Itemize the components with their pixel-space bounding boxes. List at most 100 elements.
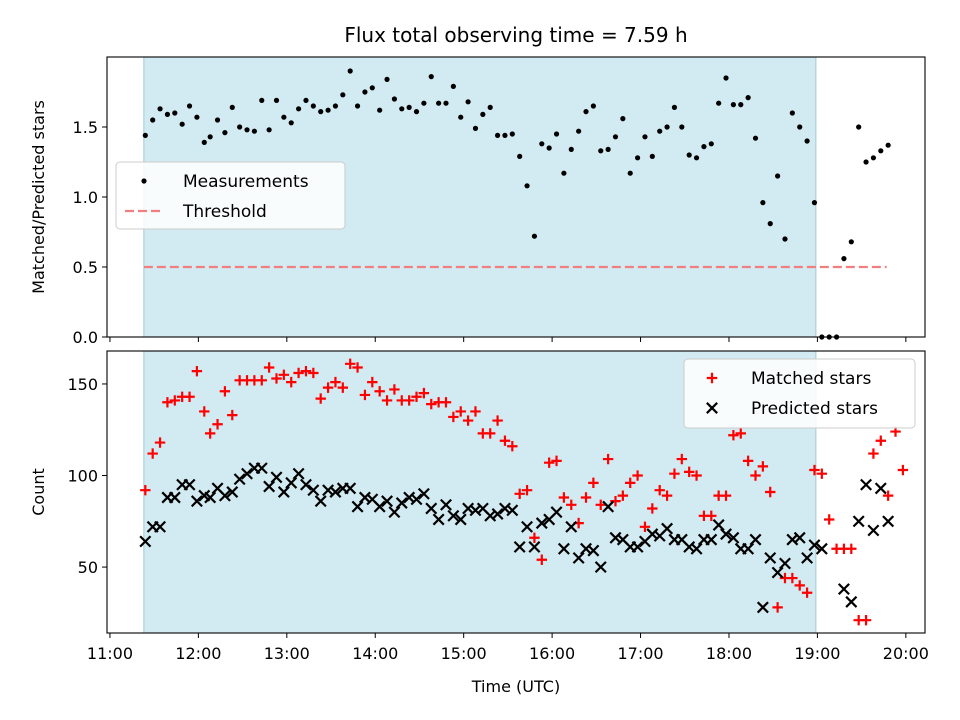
data-point — [598, 148, 604, 154]
data-point — [432, 513, 445, 526]
data-point — [352, 362, 363, 373]
x-tick-label: 15:00 — [441, 644, 487, 663]
data-point — [318, 109, 324, 115]
data-point — [885, 142, 891, 148]
data-point — [557, 542, 570, 555]
data-point — [154, 520, 167, 533]
data-point — [384, 76, 390, 82]
data-point — [229, 104, 235, 110]
data-point — [190, 495, 203, 508]
data-point — [693, 155, 700, 161]
data-point — [735, 428, 746, 439]
data-point — [403, 395, 415, 406]
data-point — [632, 470, 643, 481]
data-point — [531, 233, 538, 239]
data-point — [765, 486, 776, 498]
data-point — [823, 514, 835, 525]
data-point — [278, 369, 290, 381]
data-point — [801, 551, 814, 564]
data-point — [292, 467, 305, 480]
data-point — [625, 477, 636, 489]
legend-label: Measurements — [183, 172, 309, 192]
data-point — [612, 134, 619, 140]
data-point — [502, 132, 508, 138]
data-point — [410, 493, 423, 506]
y-tick-label: 150 — [67, 375, 98, 394]
data-point — [191, 365, 203, 377]
legend: Matched stars Predicted stars — [683, 358, 916, 429]
data-point — [550, 506, 563, 519]
data-point — [507, 441, 518, 452]
data-point — [172, 110, 178, 116]
data-point — [454, 513, 467, 526]
data-point — [219, 386, 231, 397]
data-point — [179, 121, 185, 127]
bottom-panel: 50 100 150 11:00 12:00 13:00 14:00 15:00 16:00 17… — [29, 350, 929, 696]
data-point — [845, 595, 858, 608]
data-point — [201, 139, 207, 145]
data-point — [745, 95, 751, 101]
data-point — [499, 435, 511, 446]
data-point — [863, 159, 869, 165]
data-point — [154, 437, 166, 448]
data-point — [314, 495, 327, 508]
data-point — [362, 89, 368, 95]
data-point — [705, 533, 718, 546]
data-point — [391, 96, 398, 102]
legend-label: Matched stars — [751, 369, 871, 389]
data-point — [686, 152, 692, 158]
data-point — [708, 141, 714, 147]
data-point — [359, 389, 371, 401]
data-point — [347, 68, 353, 74]
data-point — [568, 146, 574, 152]
data-point — [661, 490, 673, 501]
data-point — [676, 453, 688, 465]
data-point — [690, 542, 703, 555]
data-point — [485, 428, 496, 439]
data-point — [303, 97, 309, 103]
axes-frame — [106, 350, 926, 634]
data-point — [332, 103, 339, 109]
x-tick-label: 19:00 — [794, 644, 840, 663]
legend-box — [683, 358, 916, 429]
data-point — [233, 473, 246, 486]
data-point — [329, 486, 342, 498]
data-point — [671, 104, 678, 110]
data-point — [801, 587, 813, 598]
data-point — [168, 491, 181, 504]
data-point — [183, 478, 196, 491]
data-point — [691, 470, 702, 481]
data-point — [517, 153, 523, 159]
data-point — [367, 376, 378, 388]
data-point — [551, 455, 562, 467]
data-point — [543, 457, 555, 468]
data-point — [150, 117, 156, 123]
data-point — [794, 580, 805, 591]
chart-title: Flux total observing time = 7.59 h — [344, 23, 687, 47]
data-point — [772, 602, 783, 613]
data-point — [450, 83, 456, 89]
data-point — [558, 492, 570, 503]
data-point — [875, 435, 886, 446]
data-point — [286, 376, 297, 388]
data-point — [241, 467, 253, 480]
data-point — [310, 103, 316, 109]
series-predicted-stars — [139, 462, 895, 614]
data-point — [749, 533, 762, 546]
data-point — [720, 490, 732, 501]
data-point — [657, 128, 663, 134]
data-point — [804, 138, 810, 144]
data-point — [535, 517, 548, 530]
data-point — [639, 521, 651, 532]
legend-box — [115, 161, 346, 230]
data-point — [728, 430, 739, 441]
x-tick-label: 20:00 — [883, 644, 929, 663]
legend-swatch — [706, 372, 718, 384]
data-point — [870, 155, 877, 161]
data-point — [815, 542, 828, 555]
data-point — [868, 448, 879, 459]
y-tick-label: 0.5 — [73, 258, 98, 277]
x-tick-label: 14:00 — [352, 644, 398, 663]
data-point — [425, 502, 438, 515]
data-point — [288, 120, 294, 126]
